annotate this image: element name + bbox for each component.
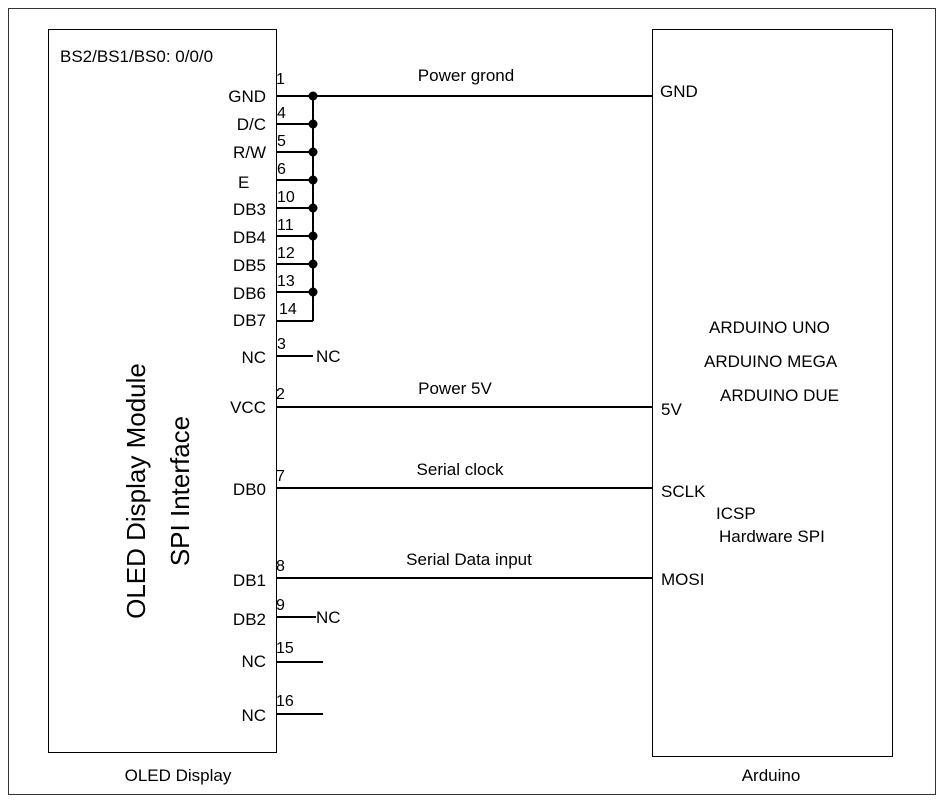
pin-number: 5	[277, 133, 286, 150]
pin-number: 16	[276, 693, 294, 710]
pin-number: 7	[276, 468, 285, 485]
wire-label-gnd: Power grond	[418, 66, 514, 85]
board-name: ARDUINO DUE	[720, 386, 839, 405]
pin-number: 2	[276, 386, 285, 403]
pin-label: DB2	[233, 610, 266, 629]
junction-dot	[308, 287, 318, 297]
arduino-pin-gnd: GND	[660, 82, 698, 101]
outer-frame	[8, 8, 936, 795]
nc-label: NC	[316, 608, 341, 627]
pin-numbers: 1 4 5 6 10 11 12 13 14 3 2 7 8 9 15 16	[276, 71, 297, 710]
pin-label: DB6	[233, 284, 266, 303]
pin-label: DB7	[233, 311, 266, 330]
pin-label: E	[238, 173, 249, 192]
pin-number: 8	[276, 558, 285, 575]
pin-label: VCC	[230, 398, 266, 417]
pin-number: 1	[276, 71, 285, 88]
pin-number: 12	[277, 245, 295, 262]
wire-label-sclk: Serial clock	[417, 460, 504, 479]
pin-label: NC	[241, 652, 266, 671]
oled-module-box	[48, 29, 277, 753]
junction-dot	[308, 147, 318, 157]
board-name: ARDUINO MEGA	[704, 352, 838, 371]
pin-label: GND	[228, 87, 266, 106]
pin-number: 3	[277, 336, 286, 353]
arduino-pin-5v: 5V	[661, 400, 682, 419]
wire-label-mosi: Serial Data input	[406, 550, 532, 569]
pin-label: DB1	[233, 571, 266, 590]
junction-dot	[308, 231, 318, 241]
board-name: ARDUINO UNO	[709, 318, 830, 337]
junction-dot	[308, 119, 318, 129]
pin-label: NC	[241, 706, 266, 725]
pin-number: 14	[279, 301, 297, 318]
pin-number: 9	[276, 597, 285, 614]
arduino-caption: Arduino	[742, 766, 801, 785]
pin-label: DB3	[233, 200, 266, 219]
oled-caption: OLED Display	[125, 766, 232, 785]
hardware-spi-label: Hardware SPI	[719, 527, 825, 546]
pin-label: D/C	[237, 115, 266, 134]
nc-label: NC	[316, 347, 341, 366]
pin-label: NC	[241, 348, 266, 367]
oled-module-title: OLED Display Module	[121, 363, 151, 619]
pin-number: 6	[277, 161, 286, 178]
junction-dot	[308, 259, 318, 269]
junction-dot	[308, 175, 318, 185]
bs-mode-label: BS2/BS1/BS0: 0/0/0	[60, 47, 213, 66]
junction-dot	[308, 203, 318, 213]
junction-dots	[308, 91, 318, 297]
pin-label: DB4	[233, 228, 266, 247]
oled-pin-labels: GND D/C R/W E DB3 DB4 DB5 DB6 DB7 NC VCC…	[228, 87, 266, 725]
pin-label: R/W	[233, 143, 266, 162]
arduino-box	[652, 29, 893, 757]
main-wires	[276, 95, 652, 579]
icsp-label: ICSP	[716, 504, 756, 523]
pin-number: 13	[277, 273, 295, 290]
pin-label: DB5	[233, 256, 266, 275]
pin-number: 11	[277, 217, 294, 234]
pin-number: 15	[276, 640, 294, 657]
pin-number: 10	[277, 189, 295, 206]
spi-interface-title: SPI Interface	[165, 416, 195, 566]
pin-number: 4	[277, 105, 286, 122]
wire-label-vcc: Power 5V	[418, 379, 492, 398]
arduino-pin-sclk: SCLK	[661, 482, 706, 501]
pin-label: DB0	[233, 480, 266, 499]
arduino-pin-mosi: MOSI	[661, 570, 704, 589]
